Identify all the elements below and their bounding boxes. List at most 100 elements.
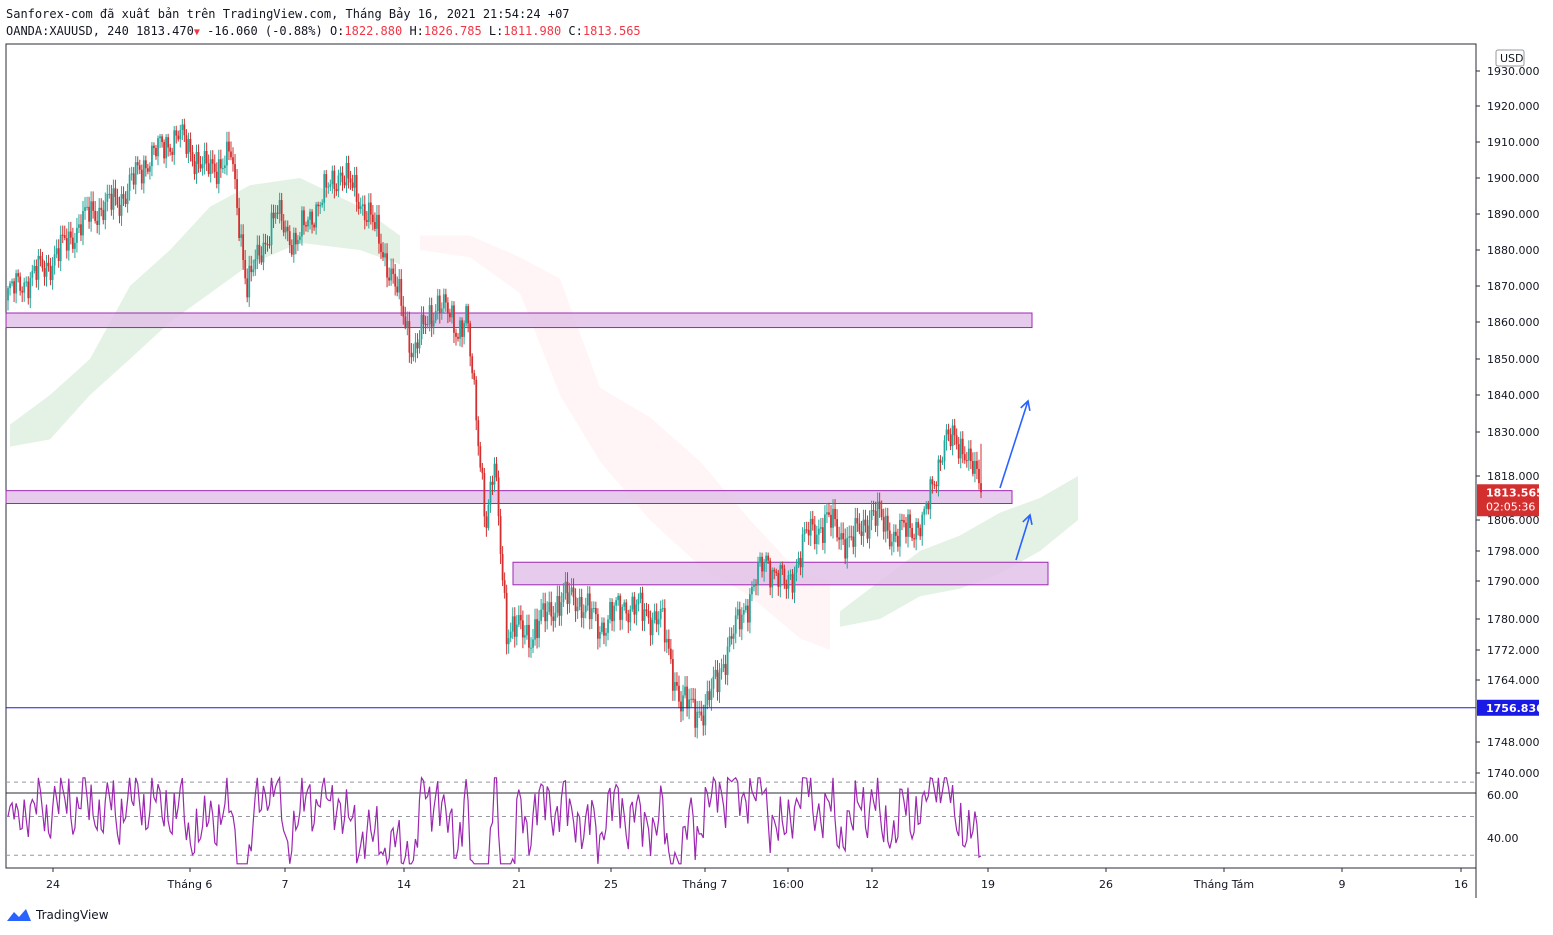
candle [41,251,44,272]
candle [434,304,437,324]
candle [892,524,895,553]
candle-body [252,269,255,273]
candle [446,297,449,324]
candle-body [307,219,309,227]
candle-body [179,129,182,140]
candle-body [459,320,461,339]
candle-body [333,170,336,189]
candle-body [76,227,78,243]
candle-body [708,691,711,700]
candle-body [321,202,324,205]
symbol-label[interactable]: OANDA:XAUUSD, 240 [6,24,129,38]
candle-body [223,165,226,169]
time-axis[interactable]: 24 Tháng 6 7 14 21 25 Tháng 7 16:00 12 19 26 Tháng … [46,868,1468,891]
candle-body [576,606,579,612]
candle [680,691,682,723]
candle-body [380,243,382,253]
high-label: H: [409,24,424,38]
candle [426,316,429,329]
candle-body [716,669,719,693]
candle [777,569,780,596]
candle-body [230,151,232,158]
candle [116,188,119,208]
projection-arrows[interactable] [999,399,1033,561]
candle-body [690,698,693,700]
tradingview-logo[interactable]: TradingView [6,908,109,922]
candle-body [479,446,482,468]
candle [353,166,356,197]
candle [325,169,328,198]
candle [850,525,853,541]
candle [868,510,871,549]
candle-body [844,539,847,559]
price-tick-label: 1930.000 [1487,65,1540,78]
candle-body [706,691,709,705]
candle [560,592,563,626]
candle-body [925,503,928,509]
candle [317,201,320,217]
price-axis[interactable]: 1930.000 1920.000 1910.000 1900.000 1890.000… [1476,49,1540,845]
candle [307,216,309,233]
candle-body [238,207,240,238]
candle [765,552,768,573]
candle-body [592,607,595,609]
arrow-line [1015,514,1031,561]
candle-body [199,163,202,169]
candle-body [728,636,731,647]
candle [475,376,478,431]
candle-body [90,201,93,222]
candle-body [396,286,399,293]
close-value: 1813.565 [582,24,641,38]
candle-body [438,295,441,314]
candle [592,601,595,613]
candle [173,126,176,165]
time-tick-label: 12 [865,878,879,891]
candle [451,300,453,324]
candle-body [767,555,770,561]
candle-body [700,711,703,716]
candle-body [181,124,184,130]
candle-body [25,281,28,283]
candle-body [112,188,115,210]
candle [209,150,212,183]
candle-body [406,321,409,327]
candle-body [453,305,455,333]
candle-body [240,234,243,238]
candle-body [258,244,261,256]
candle [582,604,585,629]
candle-body [487,504,490,528]
candle-body [846,537,849,559]
candle-body [625,602,628,614]
candle-body [896,535,899,547]
candle-body [408,321,411,353]
candle-body [777,572,780,587]
candle-body [175,130,178,136]
candle [951,419,954,456]
candle [67,221,70,261]
candle-body [124,198,127,205]
candle-body [860,531,863,537]
candle-body [15,273,18,294]
candle [759,552,761,567]
candle [136,156,139,175]
candle-body [580,597,583,618]
candle [830,505,832,537]
candle-body [355,174,358,202]
candle [834,499,836,527]
candle [179,124,182,148]
candle-body [684,686,686,696]
candle-body [315,204,318,228]
candle [106,184,109,212]
candle [226,131,228,176]
candle-body [726,646,729,675]
close-label: C: [568,24,583,38]
candle [564,572,567,600]
candle-body [138,165,141,170]
candle-body [769,560,772,588]
candle [980,443,982,499]
candle [623,599,626,611]
candle [288,225,291,254]
candle-body [250,265,253,273]
candle [649,610,652,646]
